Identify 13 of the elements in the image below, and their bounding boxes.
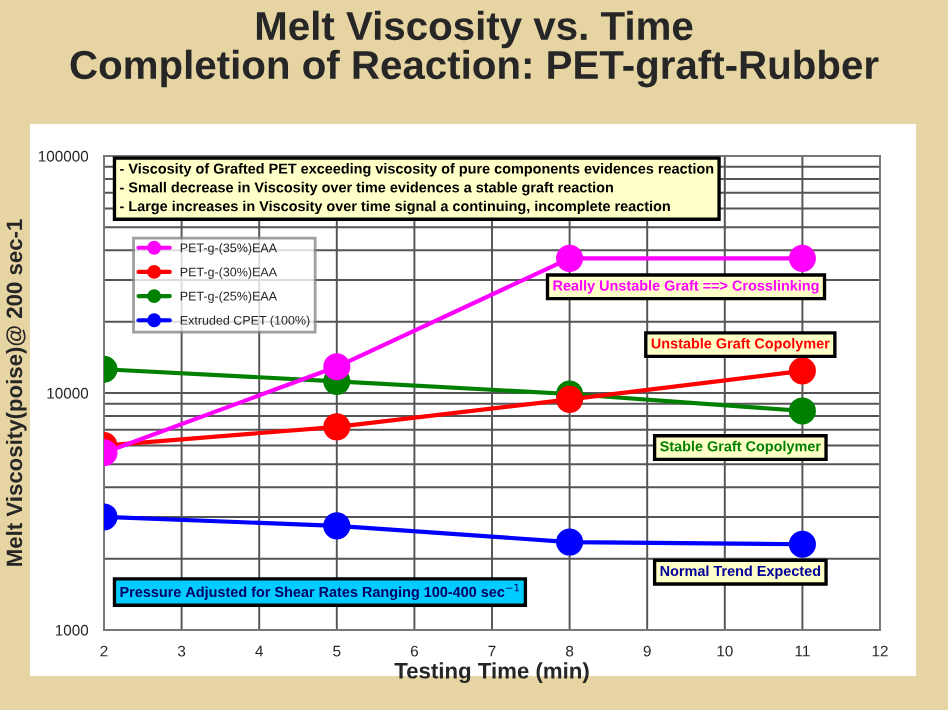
- point: [556, 244, 584, 272]
- point: [323, 413, 351, 441]
- point: [323, 353, 351, 381]
- point: [556, 385, 584, 413]
- point: [788, 530, 816, 558]
- point: [788, 397, 816, 425]
- point: [556, 528, 584, 556]
- point: [323, 512, 351, 540]
- point: [788, 244, 816, 272]
- x-axis-title: Testing Time (min): [394, 662, 589, 684]
- y-axis-title: Melt Viscosity(poise)@ 200 sec-1: [5, 219, 27, 566]
- point: [788, 357, 816, 385]
- chart-title: Melt Viscosity vs. Time Completion of Reaction: PET-graft-Rubber: [70, 10, 879, 88]
